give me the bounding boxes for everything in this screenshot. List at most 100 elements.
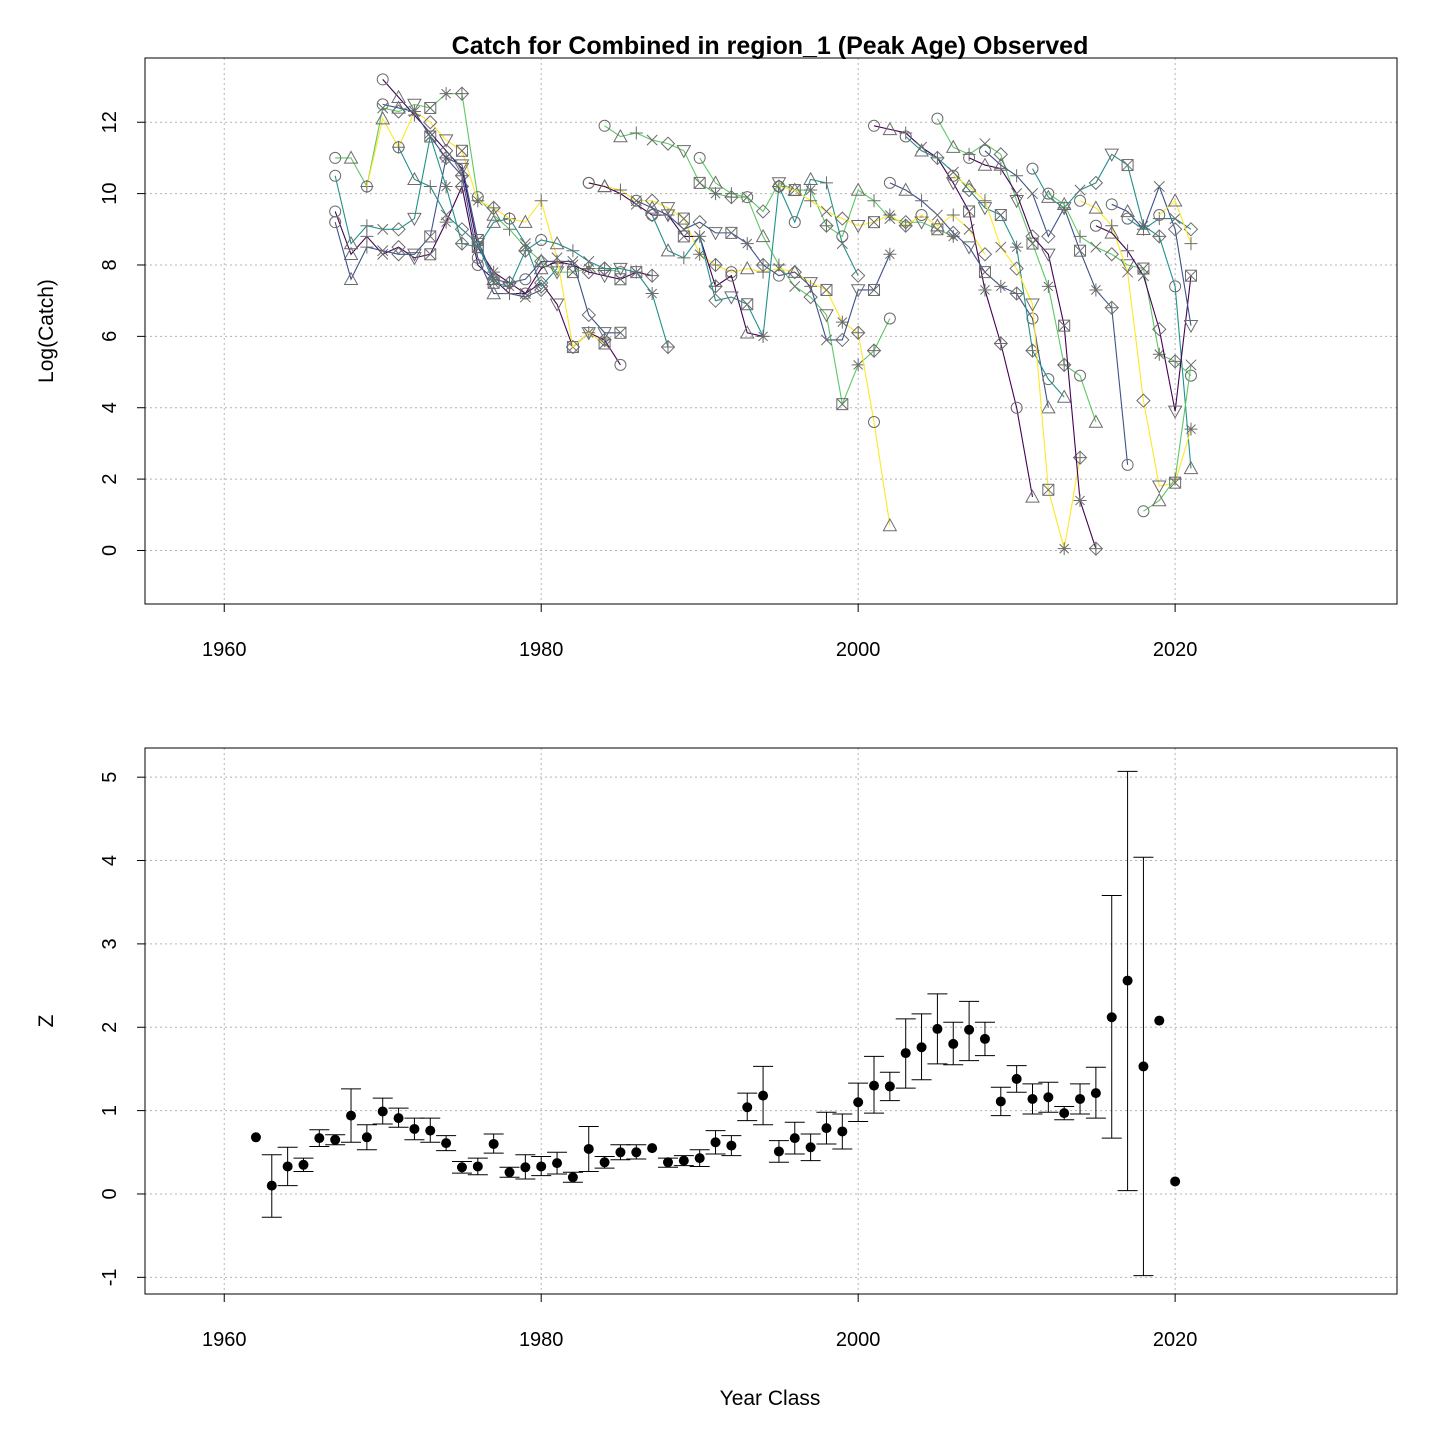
catch-point-marker xyxy=(533,279,549,294)
catch-point-marker xyxy=(803,289,818,305)
catch-point-marker xyxy=(819,219,833,233)
catch-point-marker xyxy=(582,176,595,189)
catch-point-marker xyxy=(835,211,850,226)
catch-point-marker xyxy=(424,101,437,114)
catch-point-marker xyxy=(438,134,454,148)
catch-point-marker xyxy=(739,261,755,275)
catch-point-marker xyxy=(646,134,658,146)
catch-point-marker xyxy=(1120,203,1135,218)
catch-point-marker xyxy=(392,141,405,154)
catch-point-marker xyxy=(377,245,389,257)
z-y-tick-label: -1 xyxy=(99,1268,121,1286)
catch-point-marker xyxy=(1025,229,1040,244)
catch-point-marker xyxy=(740,237,754,251)
catch-series xyxy=(1105,180,1199,334)
catch-point-marker xyxy=(914,143,929,157)
catch-point-marker xyxy=(376,73,389,86)
catch-point-marker xyxy=(693,151,706,164)
catch-series xyxy=(329,151,549,303)
catch-point-marker xyxy=(487,276,500,289)
catch-point-marker xyxy=(963,205,975,218)
catch-point-marker xyxy=(644,200,660,214)
catch-point-marker xyxy=(931,112,944,125)
catch-point-marker xyxy=(850,284,866,298)
catch-series xyxy=(360,105,611,355)
catch-point-marker xyxy=(438,150,454,166)
catch-point-marker xyxy=(819,309,834,323)
catch-point-marker xyxy=(1057,358,1071,372)
catch-point-marker xyxy=(646,209,659,222)
catch-point-marker xyxy=(868,119,881,132)
catch-point-marker xyxy=(898,182,914,196)
catch-point-marker xyxy=(741,191,753,203)
catch-point-marker xyxy=(868,416,881,428)
catch-point-marker xyxy=(1121,159,1134,171)
z-point xyxy=(504,1167,515,1178)
catch-point-marker xyxy=(613,128,628,143)
catch-point-marker xyxy=(423,179,437,193)
catch-point-marker xyxy=(375,111,391,125)
catch-point-marker xyxy=(487,201,501,215)
catch-point-marker xyxy=(645,269,659,283)
catch-point-marker xyxy=(693,177,706,189)
catch-point-marker xyxy=(677,251,691,265)
catch-x-tick-label: 1960 xyxy=(202,639,247,661)
catch-point-marker xyxy=(1184,237,1198,251)
catch-point-marker xyxy=(644,193,660,208)
z-point xyxy=(1154,1015,1165,1026)
catch-point-marker xyxy=(741,298,754,311)
catch-series xyxy=(963,151,1104,556)
catch-point-marker xyxy=(1040,189,1056,203)
catch-point-marker xyxy=(978,283,992,297)
catch-point-marker xyxy=(979,266,991,278)
catch-point-marker xyxy=(725,269,738,282)
z-point xyxy=(694,1153,705,1164)
z-point xyxy=(1027,1093,1038,1104)
catch-series-line xyxy=(588,182,764,337)
z-point xyxy=(298,1159,309,1170)
catch-point-marker xyxy=(407,248,422,262)
catch-point-marker xyxy=(1137,270,1149,282)
catch-point-marker xyxy=(613,262,628,277)
catch-point-marker xyxy=(455,144,468,157)
z-point xyxy=(330,1134,341,1145)
catch-point-marker xyxy=(1057,201,1071,215)
catch-point-marker xyxy=(407,105,421,119)
catch-point-marker xyxy=(470,237,486,252)
catch-x-tick-label: 2020 xyxy=(1153,639,1198,661)
catch-series-line xyxy=(1079,200,1192,487)
catch-point-marker xyxy=(550,254,564,268)
catch-series xyxy=(1089,219,1197,419)
catch-point-marker xyxy=(567,255,579,267)
catch-point-marker xyxy=(407,252,422,266)
catch-point-marker xyxy=(439,215,453,229)
catch-point-marker xyxy=(772,269,785,282)
catch-series-line xyxy=(382,103,621,334)
catch-point-marker xyxy=(899,219,913,233)
catch-point-marker xyxy=(961,241,977,255)
catch-series xyxy=(947,169,1088,556)
catch-point-marker xyxy=(1168,354,1182,368)
catch-point-marker xyxy=(565,339,581,355)
catch-point-marker xyxy=(835,332,850,348)
z-point xyxy=(266,1180,277,1191)
catch-point-marker xyxy=(1121,244,1135,258)
catch-point-marker xyxy=(1074,194,1087,207)
catch-point-marker xyxy=(391,247,406,262)
catch-point-marker xyxy=(454,162,470,177)
catch-point-marker xyxy=(1026,162,1039,175)
z-point xyxy=(884,1081,895,1092)
z-point xyxy=(425,1125,436,1136)
catch-point-marker xyxy=(1184,369,1197,382)
catch-series-line xyxy=(366,110,605,349)
catch-point-marker xyxy=(486,207,502,221)
catch-point-marker xyxy=(597,327,612,341)
catch-point-marker xyxy=(772,258,786,272)
catch-point-marker xyxy=(630,195,642,207)
z-point xyxy=(1106,1012,1117,1023)
catch-point-marker xyxy=(454,159,470,173)
catch-point-marker xyxy=(931,209,943,221)
catch-y-tick-label: 8 xyxy=(99,259,121,270)
catch-point-marker xyxy=(883,176,896,189)
catch-point-marker xyxy=(1011,188,1023,200)
